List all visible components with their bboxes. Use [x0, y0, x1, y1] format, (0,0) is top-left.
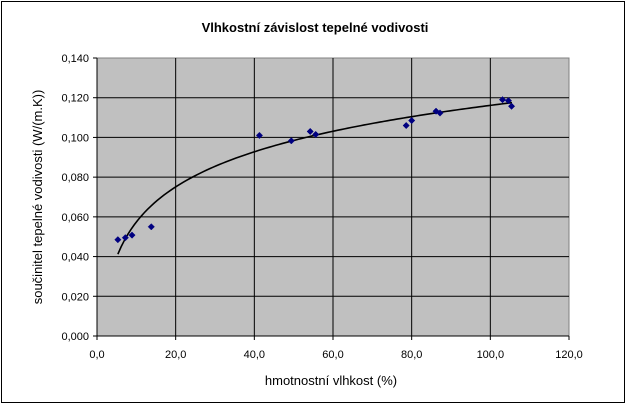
data-point: [408, 116, 416, 125]
y-tick-label: 0,040: [61, 252, 89, 264]
data-point: [436, 109, 444, 117]
y-tick-label: 0,100: [61, 132, 89, 144]
data-point: [306, 127, 314, 136]
y-tick-label: 0,140: [61, 53, 89, 65]
y-tick-label: 0,000: [61, 331, 89, 343]
y-tick-label: 0,080: [61, 172, 89, 184]
x-tick-label: 20,0: [165, 349, 186, 361]
data-point: [508, 102, 516, 110]
data-point: [121, 234, 129, 242]
data-point: [255, 131, 264, 139]
x-tick-label: 40,0: [244, 349, 265, 361]
y-tick-label: 0,120: [61, 93, 89, 105]
data-point: [287, 137, 295, 145]
chart-svg: Vlhkostní závislost tepelné vodivosti 0,…: [30, 20, 583, 388]
x-tick-label: 60,0: [322, 349, 343, 361]
y-axis-label: součinitel tepelné vodivosti (W/(m.K)): [30, 90, 45, 305]
data-point: [402, 121, 410, 130]
data-point: [147, 223, 155, 231]
data-point: [114, 236, 122, 244]
y-tick-label: 0,020: [61, 291, 89, 303]
y-tick-label: 0,060: [61, 212, 89, 224]
x-axis-label: hmotnostní vlhkost (%): [265, 373, 397, 388]
data-point: [128, 231, 136, 239]
chart-title: Vlhkostní závislost tepelné vodivosti: [202, 20, 429, 35]
data-point: [312, 130, 320, 139]
data-points: [114, 96, 516, 244]
x-axis-ticks: 0,0 20,0 40,0 60,0 80,0 100,0 120,0: [89, 336, 583, 361]
data-point: [504, 97, 512, 105]
x-tick-label: 120,0: [555, 349, 583, 361]
x-tick-label: 100,0: [477, 349, 505, 361]
x-tick-label: 80,0: [401, 349, 422, 361]
data-point: [498, 96, 507, 104]
x-tick-label: 0,0: [89, 349, 104, 361]
y-axis-ticks: 0,000 0,020 0,040 0,060 0,080 0,100 0,120 0,140: [61, 53, 97, 343]
